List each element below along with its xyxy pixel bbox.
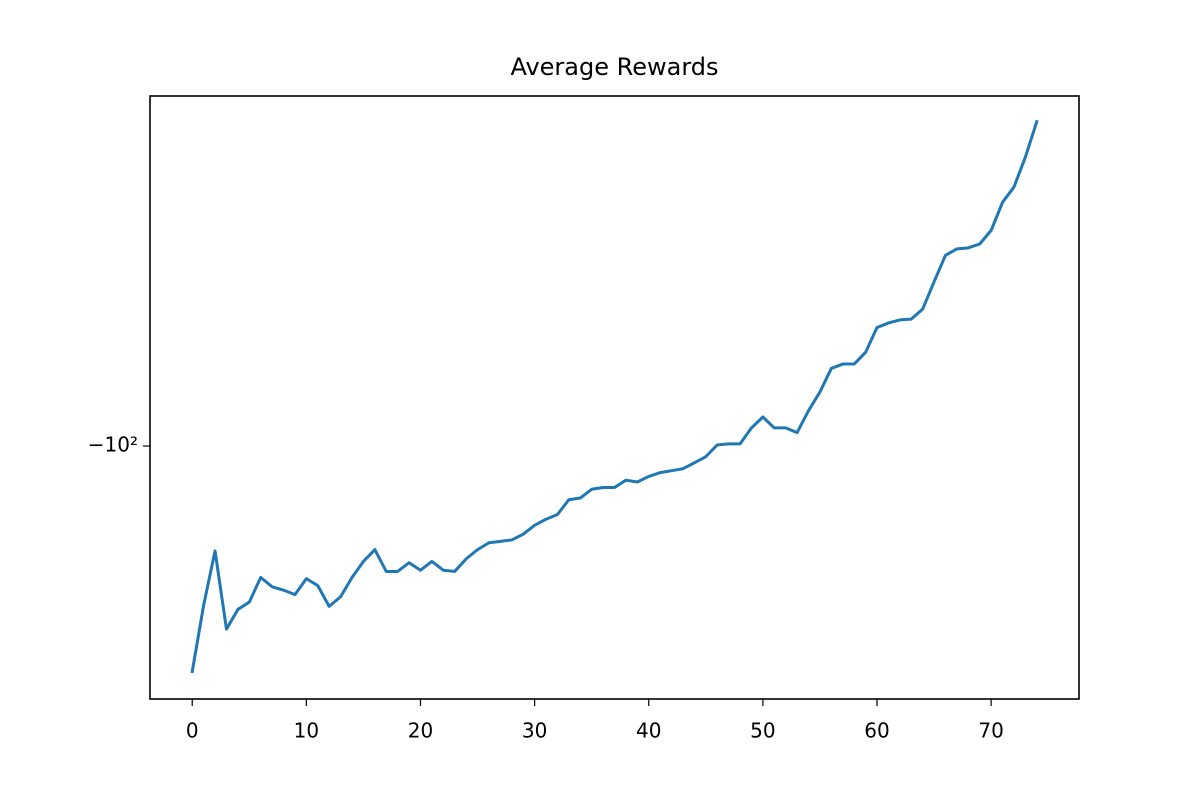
chart-title: Average Rewards	[510, 53, 718, 81]
x-tick-label: 40	[636, 719, 661, 743]
x-tick-label: 0	[186, 719, 199, 743]
x-tick-label: 10	[294, 719, 319, 743]
x-tick-label: 60	[864, 719, 889, 743]
x-tick-label: 20	[408, 719, 433, 743]
x-tick-label: 50	[750, 719, 775, 743]
data-line	[190, 119, 1039, 674]
plot-frame	[149, 95, 1080, 700]
y-tick-label: −10²	[88, 433, 138, 457]
x-tick-label: 70	[978, 719, 1003, 743]
x-tick-label: 30	[522, 719, 547, 743]
